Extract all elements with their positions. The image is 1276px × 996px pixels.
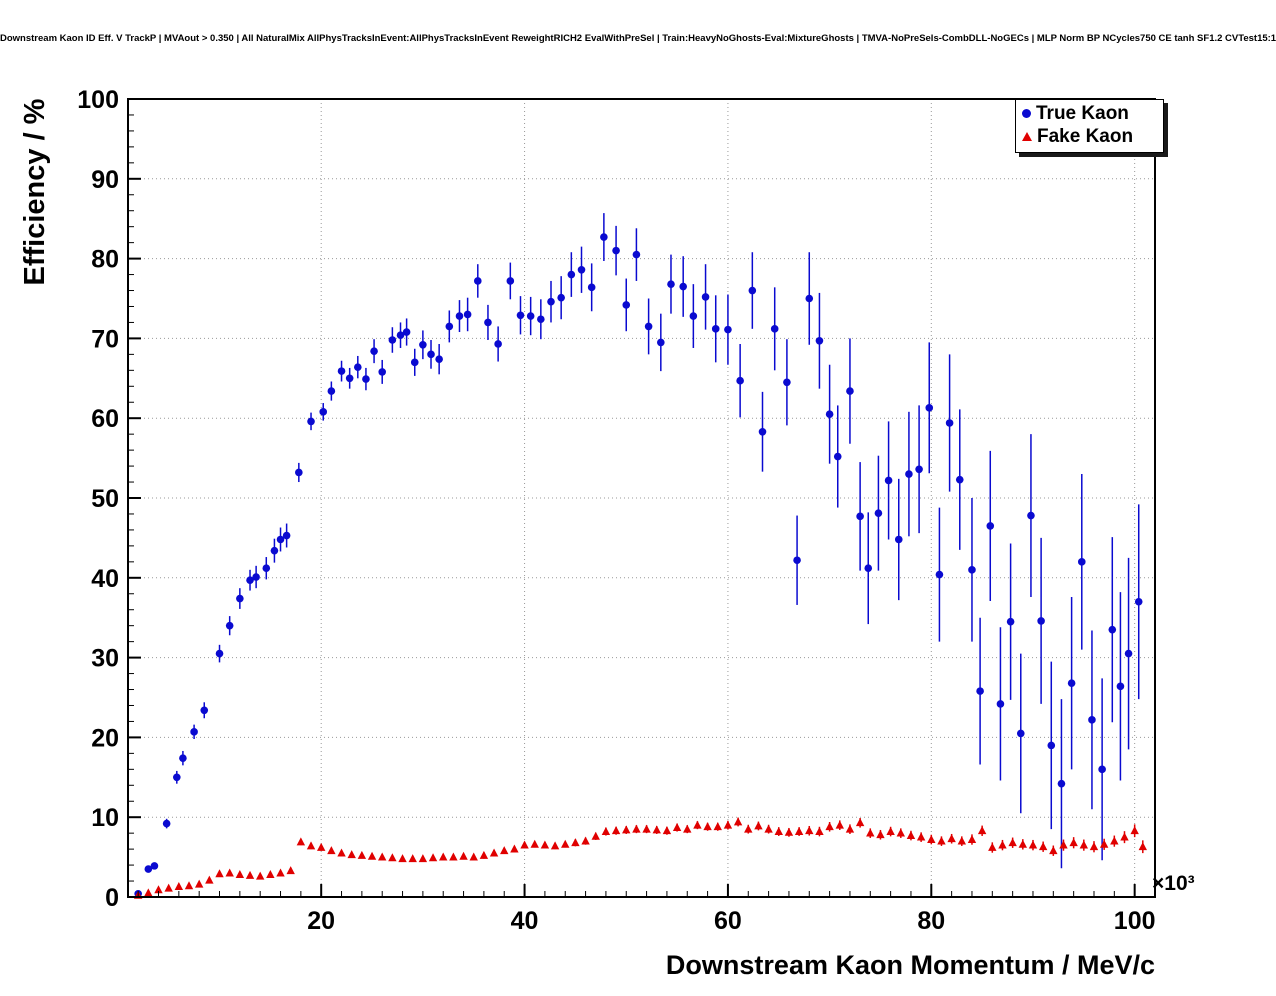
y-tick-label: 20	[91, 724, 119, 752]
legend-entry-true-kaon: True Kaon	[1022, 103, 1159, 125]
axis-ticks	[128, 98, 1136, 898]
y-tick-label: 0	[105, 884, 119, 912]
plot-title: Downstream Kaon ID Eff. V TrackP | MVAou…	[0, 33, 1276, 44]
series-true-kaon	[134, 213, 1143, 898]
legend: True Kaon Fake Kaon	[1015, 99, 1164, 153]
data-points-layer	[133, 213, 1147, 899]
x-tick-label: 80	[917, 907, 945, 935]
y-tick-label: 90	[91, 166, 119, 194]
x-tick-label: 60	[714, 907, 742, 935]
y-tick-label: 30	[91, 645, 119, 673]
legend-label-fake-kaon: Fake Kaon	[1037, 125, 1134, 147]
y-axis-title: Efficiency / %	[19, 98, 51, 285]
x-axis-exponent: ×10³	[1152, 872, 1195, 895]
y-tick-label: 80	[91, 246, 119, 274]
y-tick-label: 10	[91, 804, 119, 832]
x-tick-label: 100	[1114, 907, 1156, 935]
y-tick-label: 100	[77, 86, 119, 114]
fake-kaon-marker-icon	[1022, 132, 1032, 142]
y-tick-label: 70	[91, 325, 119, 353]
x-tick-label: 20	[307, 907, 335, 935]
x-tick-label: 40	[511, 907, 539, 935]
legend-entry-fake-kaon: Fake Kaon	[1022, 126, 1159, 148]
y-tick-label: 50	[91, 485, 119, 513]
y-tick-label: 60	[91, 405, 119, 433]
legend-label-true-kaon: True Kaon	[1036, 103, 1129, 124]
gridlines	[128, 99, 1155, 897]
series-fake-kaon	[133, 817, 1147, 899]
axis-tick-labels: 20 40 60 80 100 0 10 20 30 40 50 60 70 80 90 100	[77, 86, 1155, 935]
y-tick-label: 40	[91, 565, 119, 593]
true-kaon-marker-icon	[1022, 109, 1031, 119]
x-axis-title: Downstream Kaon Momentum / MeV/c	[666, 950, 1155, 980]
